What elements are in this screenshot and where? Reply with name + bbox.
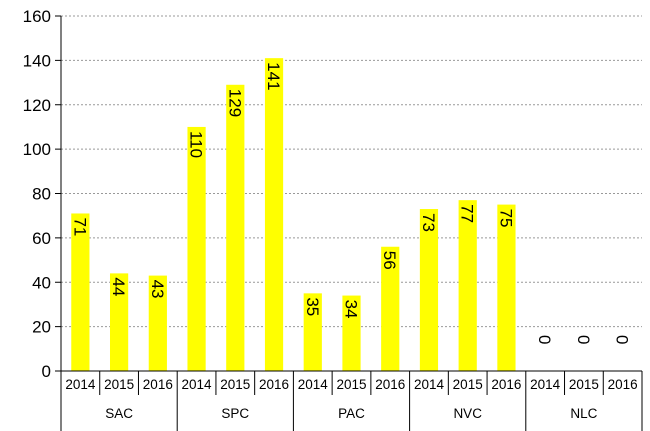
bar-pac-2016 (381, 246, 400, 371)
x-year-label: 2014 (530, 377, 561, 392)
bar-sac-2015 (109, 273, 129, 371)
data-label: 35 (303, 297, 322, 316)
x-group-label: PAC (338, 406, 365, 421)
data-label: 141 (264, 62, 283, 90)
x-year-label: 2016 (491, 377, 521, 392)
data-label: 73 (419, 213, 438, 232)
data-label: 77 (458, 204, 477, 223)
x-category-labels: 2014 2015 2016 SAC 2014 2015 2016 SPC 2014 2015 20… (65, 377, 637, 421)
data-label: 34 (342, 300, 361, 319)
bar-sac-2016 (148, 275, 167, 371)
axes (55, 15, 643, 431)
data-labels: 71 44 43 110 129 141 35 34 56 73 77 75 0 0 0 (70, 62, 631, 344)
bar-nvc-2014 (419, 209, 439, 371)
data-label: 44 (109, 277, 128, 296)
data-label: 0 (535, 335, 554, 344)
x-group-label: SAC (105, 406, 133, 421)
x-year-label: 2016 (375, 377, 405, 392)
bar-spc-2014 (187, 126, 206, 371)
data-label: 71 (70, 217, 89, 236)
x-group-label: NVC (453, 406, 482, 421)
y-tick-label: 160 (23, 7, 51, 26)
x-year-label: 2015 (453, 377, 483, 392)
bar-pac-2015 (342, 295, 361, 371)
x-year-label: 2015 (104, 377, 134, 392)
y-tick-label: 60 (32, 229, 51, 248)
bar-nvc-2016 (497, 204, 516, 371)
x-year-label: 2015 (336, 377, 366, 392)
bar-spc-2016 (264, 58, 284, 371)
x-year-label: 2014 (298, 377, 329, 392)
y-tick-label: 100 (23, 140, 51, 159)
x-year-label: 2016 (608, 377, 638, 392)
data-label: 110 (187, 131, 206, 158)
data-label: 43 (148, 280, 167, 299)
x-year-label: 2014 (65, 377, 96, 392)
data-label: 75 (496, 209, 515, 228)
x-year-label: 2016 (143, 377, 173, 392)
x-year-label: 2014 (414, 377, 445, 392)
x-year-label: 2014 (182, 377, 213, 392)
bar-nvc-2015 (458, 200, 477, 371)
bar-sac-2014 (71, 213, 90, 371)
y-tick-label: 120 (23, 96, 51, 115)
data-label: 0 (613, 335, 632, 344)
bars (71, 58, 516, 371)
data-label: 129 (225, 89, 244, 117)
x-year-label: 2015 (220, 377, 250, 392)
x-year-label: 2015 (569, 377, 599, 392)
data-label: 56 (380, 251, 399, 270)
x-year-label: 2016 (259, 377, 289, 392)
y-tick-label: 140 (23, 51, 51, 70)
data-label: 0 (574, 335, 593, 344)
x-group-label: NLC (570, 406, 597, 421)
bar-spc-2015 (226, 84, 245, 371)
y-tick-label: 0 (42, 362, 51, 381)
y-tick-label: 20 (32, 318, 51, 337)
bar-pac-2014 (303, 293, 322, 371)
x-group-label: SPC (221, 406, 249, 421)
y-tick-label: 40 (32, 273, 51, 292)
y-tick-labels: 0 20 40 60 80 100 120 140 160 (23, 7, 51, 381)
y-tick-label: 80 (32, 185, 51, 204)
